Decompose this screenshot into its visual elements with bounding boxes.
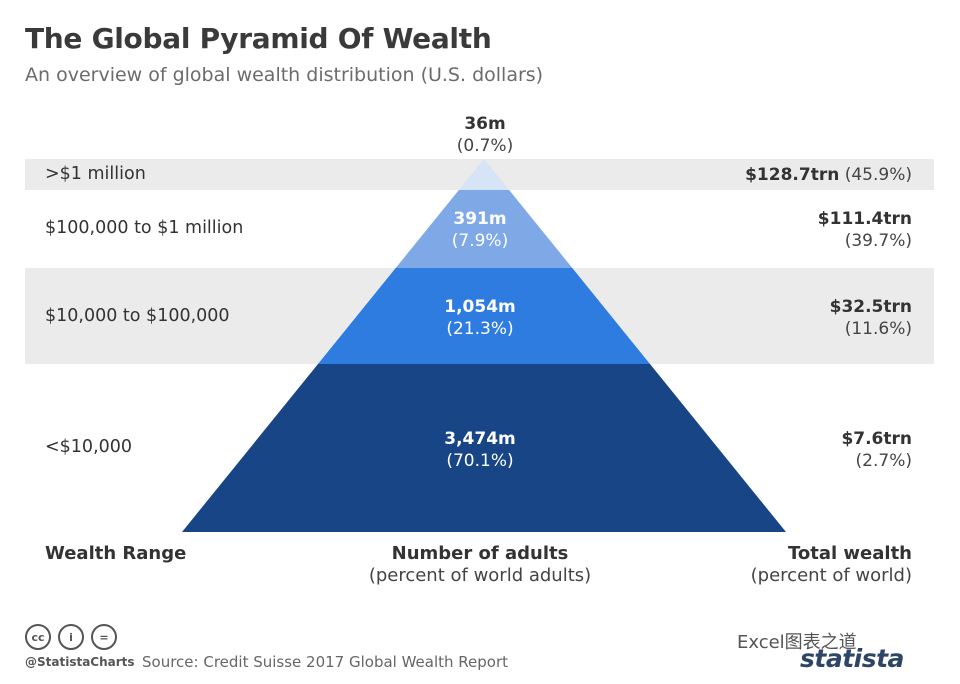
social-handle: @StatistaCharts xyxy=(25,655,135,669)
wealth-value: $32.5trn xyxy=(829,297,912,317)
adults-percent: (21.3%) xyxy=(446,319,514,339)
wealth-value: $111.4trn xyxy=(817,209,912,229)
adults-header-sub: (percent of world adults) xyxy=(368,565,592,586)
source-note: Source: Credit Suisse 2017 Global Wealth… xyxy=(142,653,509,671)
adults-header-label: Number of adults xyxy=(391,543,569,564)
watermark-text: Excel图表之道 xyxy=(737,632,857,653)
wealth-header-sub: (percent of world) xyxy=(750,565,912,586)
adults-label-tier-3: 1,054m (21.3%) xyxy=(400,296,560,340)
wealth-value: $128.7trn xyxy=(745,165,840,185)
wealth-percent: (2.7%) xyxy=(855,451,912,471)
adults-value: 3,474m xyxy=(444,429,516,449)
wealth-label-tier-3: $32.5trn (11.6%) xyxy=(830,296,912,340)
wealth-label-tier-1: $128.7trn (45.9%) xyxy=(745,164,912,186)
range-label-tier-3: $10,000 to $100,000 xyxy=(45,306,230,326)
cc-license-icon: cc xyxy=(25,624,51,650)
wealth-label-tier-2: $111.4trn (39.7%) xyxy=(818,208,912,252)
cc-noderivs-icon: = xyxy=(91,624,117,650)
column-header-range: Wealth Range xyxy=(45,543,186,565)
pyramid-tier-3 xyxy=(318,268,650,364)
adults-percent: (0.7%) xyxy=(456,136,514,156)
wealth-percent: (45.9%) xyxy=(844,165,912,185)
range-label-tier-4: <$10,000 xyxy=(45,437,133,457)
adults-label-tier-2: 391m (7.9%) xyxy=(400,208,560,252)
pyramid-tier-4 xyxy=(182,364,786,532)
chart-title: The Global Pyramid Of Wealth xyxy=(25,22,492,55)
wealth-percent: (11.6%) xyxy=(844,319,912,339)
range-label-tier-2: $100,000 to $1 million xyxy=(45,218,244,238)
cc-attribution-icon: i xyxy=(58,624,84,650)
statista-logo: statista xyxy=(800,644,904,673)
wealth-value: $7.6trn xyxy=(841,429,912,449)
wealth-header-label: Total wealth xyxy=(787,543,912,564)
adults-value: 391m xyxy=(453,209,507,229)
pyramid-tier-1 xyxy=(458,159,510,190)
wealth-label-tier-4: $7.6trn (2.7%) xyxy=(841,428,912,472)
wealth-percent: (39.7%) xyxy=(844,231,912,251)
adults-label-tier-1: 36m (0.7%) xyxy=(400,113,570,157)
range-header-label: Wealth Range xyxy=(45,543,187,564)
adults-label-tier-4: 3,474m (70.1%) xyxy=(400,428,560,472)
adults-value: 36m xyxy=(464,114,506,134)
adults-value: 1,054m xyxy=(444,297,516,317)
adults-percent: (7.9%) xyxy=(451,231,509,251)
column-header-adults: Number of adults (percent of world adult… xyxy=(340,543,620,587)
adults-percent: (70.1%) xyxy=(446,451,514,471)
pyramid-tier-2 xyxy=(395,190,573,268)
range-label-tier-1: >$1 million xyxy=(45,164,146,184)
column-header-wealth: Total wealth (percent of world) xyxy=(751,543,912,587)
chart-subtitle: An overview of global wealth distributio… xyxy=(25,64,544,86)
